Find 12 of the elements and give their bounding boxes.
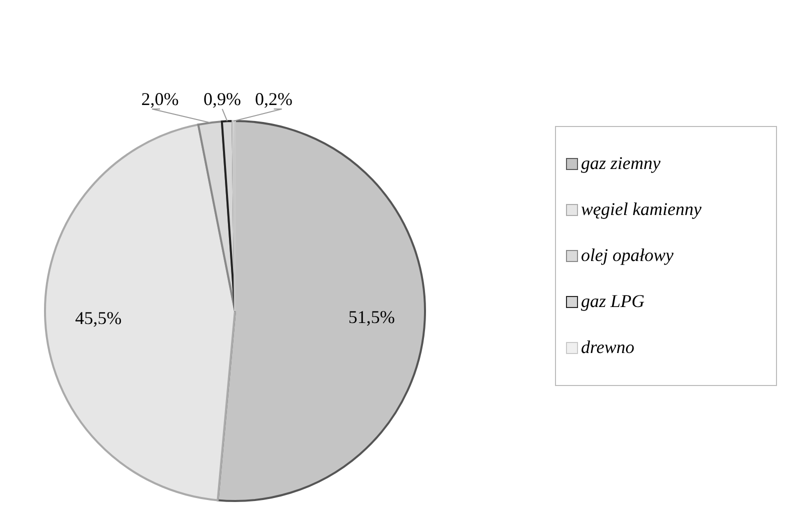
legend-label: olej opałowy [581, 245, 674, 266]
data-label: 51,5% [348, 307, 395, 328]
legend-label: gaz ziemny [581, 153, 660, 174]
legend-label: gaz LPG [581, 291, 645, 312]
data-label: 0,9% [204, 89, 241, 109]
legend-label: drewno [581, 337, 634, 358]
data-label: 2,0% [141, 89, 179, 109]
pie-slice [216, 120, 426, 502]
data-label: 0,2% [255, 89, 293, 109]
pie-slice [44, 124, 236, 502]
data-label: 45,5% [75, 308, 122, 328]
legend-label: węgiel kamienny [581, 199, 702, 220]
